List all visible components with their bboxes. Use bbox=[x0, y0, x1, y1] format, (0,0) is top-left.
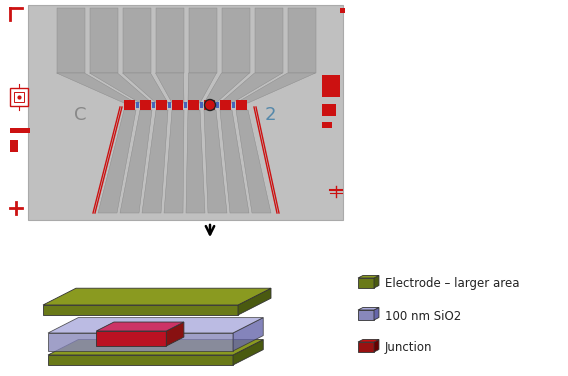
Polygon shape bbox=[188, 73, 216, 103]
Bar bbox=[200, 102, 203, 108]
Bar bbox=[156, 100, 167, 110]
Bar bbox=[322, 122, 332, 128]
Bar bbox=[222, 8, 249, 73]
Polygon shape bbox=[220, 73, 282, 103]
Polygon shape bbox=[97, 331, 166, 346]
Polygon shape bbox=[56, 73, 136, 103]
Text: 2: 2 bbox=[264, 106, 275, 124]
Bar bbox=[10, 128, 30, 133]
Polygon shape bbox=[358, 276, 379, 278]
Bar bbox=[216, 102, 219, 108]
Polygon shape bbox=[374, 276, 379, 288]
Bar bbox=[254, 8, 282, 73]
Bar bbox=[232, 102, 235, 108]
Bar bbox=[10, 140, 18, 152]
Polygon shape bbox=[142, 110, 168, 213]
Polygon shape bbox=[156, 73, 184, 103]
Polygon shape bbox=[90, 73, 152, 103]
Bar bbox=[188, 100, 199, 110]
Polygon shape bbox=[48, 340, 263, 355]
Polygon shape bbox=[48, 333, 233, 351]
Polygon shape bbox=[236, 73, 315, 103]
Bar bbox=[172, 100, 183, 110]
Polygon shape bbox=[238, 288, 271, 315]
Polygon shape bbox=[236, 110, 271, 213]
Polygon shape bbox=[204, 73, 249, 103]
Polygon shape bbox=[233, 318, 263, 351]
Bar bbox=[184, 102, 187, 108]
Polygon shape bbox=[204, 110, 227, 213]
Bar bbox=[124, 100, 135, 110]
Polygon shape bbox=[164, 110, 184, 213]
Bar bbox=[220, 100, 231, 110]
Bar bbox=[136, 102, 139, 108]
Bar bbox=[140, 100, 151, 110]
Bar bbox=[168, 102, 171, 108]
Polygon shape bbox=[98, 110, 136, 213]
Polygon shape bbox=[166, 322, 184, 346]
Bar bbox=[322, 104, 336, 116]
Polygon shape bbox=[186, 110, 205, 213]
Polygon shape bbox=[374, 340, 379, 352]
Polygon shape bbox=[358, 340, 379, 342]
Polygon shape bbox=[48, 355, 233, 365]
Polygon shape bbox=[43, 305, 238, 315]
Bar bbox=[340, 8, 345, 13]
Polygon shape bbox=[123, 73, 168, 103]
Polygon shape bbox=[97, 322, 184, 331]
Polygon shape bbox=[358, 308, 379, 310]
Text: 100 nm SiO2: 100 nm SiO2 bbox=[385, 309, 461, 323]
Text: Junction: Junction bbox=[385, 341, 432, 355]
Polygon shape bbox=[233, 340, 263, 365]
Bar bbox=[189, 8, 216, 73]
Polygon shape bbox=[220, 110, 249, 213]
Bar bbox=[156, 8, 183, 73]
Bar bbox=[322, 75, 340, 97]
Bar bbox=[14, 92, 24, 102]
Bar bbox=[56, 8, 85, 73]
Polygon shape bbox=[358, 342, 374, 352]
Polygon shape bbox=[120, 110, 152, 213]
Polygon shape bbox=[358, 310, 374, 320]
Polygon shape bbox=[48, 318, 263, 333]
Bar bbox=[236, 100, 247, 110]
Bar bbox=[28, 5, 343, 220]
Polygon shape bbox=[374, 308, 379, 320]
Polygon shape bbox=[358, 278, 374, 288]
Text: Electrode – larger area: Electrode – larger area bbox=[385, 277, 520, 291]
Bar bbox=[152, 102, 155, 108]
Text: C: C bbox=[74, 106, 86, 124]
Bar bbox=[204, 100, 215, 110]
Polygon shape bbox=[43, 288, 271, 305]
Bar bbox=[90, 8, 118, 73]
Bar bbox=[123, 8, 151, 73]
Bar bbox=[287, 8, 315, 73]
